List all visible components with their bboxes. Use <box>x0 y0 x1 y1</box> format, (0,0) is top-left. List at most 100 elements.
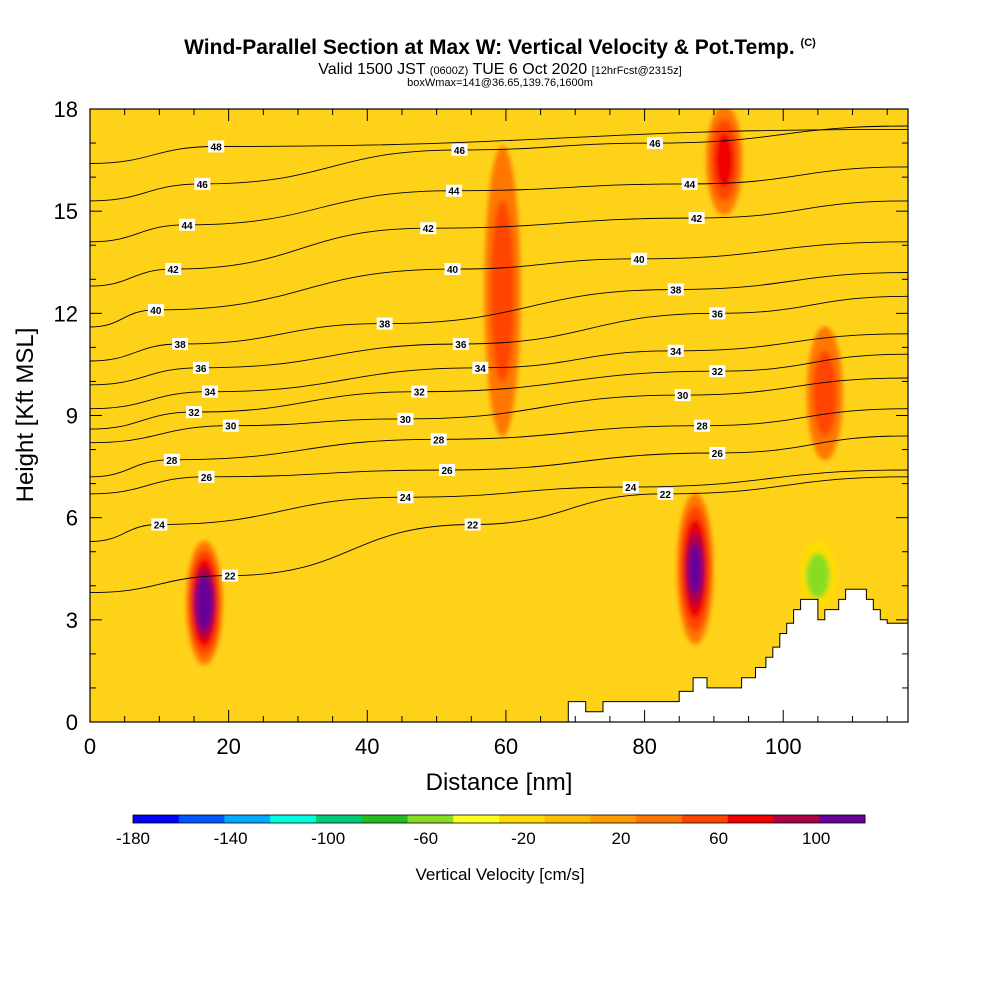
theta-label: 22 <box>224 572 236 583</box>
theta-label-bg <box>464 518 481 531</box>
theta-label: 32 <box>712 367 724 378</box>
theta-label-bg <box>179 218 196 231</box>
theta-label: 44 <box>448 187 460 198</box>
y-tick-label: 15 <box>54 199 78 224</box>
colorbar-swatch <box>407 815 454 823</box>
theta-label: 36 <box>195 364 207 375</box>
theta-label: 38 <box>379 320 391 331</box>
theta-label: 46 <box>197 180 209 191</box>
theta-contour-26 <box>90 435 908 495</box>
theta-label-bg <box>709 307 726 320</box>
x-tick-label: 100 <box>765 734 802 759</box>
theta-label: 30 <box>400 415 412 426</box>
theta-label: 38 <box>175 340 187 351</box>
theta-contour-labels: 48 46 44 42 40 38 36 34 32 30 28 26 24 22 46 44 42 40 38 36… <box>147 137 726 583</box>
colorbar-frame <box>132 814 866 824</box>
colorbar-swatch <box>499 815 546 823</box>
colorbar-swatch <box>773 815 820 823</box>
theta-label: 40 <box>150 306 162 317</box>
theta-label: 42 <box>168 265 180 276</box>
colorbar-label: 60 <box>709 829 728 848</box>
x-tick-label: 80 <box>632 734 656 759</box>
theta-label: 42 <box>423 224 435 235</box>
theta-label: 30 <box>677 391 689 402</box>
theta-label-bg <box>646 137 663 150</box>
velocity-cell-5-2 <box>806 552 830 599</box>
colorbar-swatch <box>682 815 729 823</box>
theta-label: 24 <box>400 493 412 504</box>
theta-label: 32 <box>188 408 200 419</box>
theta-label-bg <box>667 344 684 357</box>
theta-label: 32 <box>414 388 426 399</box>
colorbar-swatch <box>727 815 774 823</box>
theta-label-bg <box>709 446 726 459</box>
x-axis-title: Distance [nm] <box>426 769 573 796</box>
theta-label-bg <box>694 419 711 432</box>
subtitle-date: TUE 6 Oct 2020 <box>472 61 588 78</box>
theta-label: 40 <box>447 265 459 276</box>
theta-label: 34 <box>670 347 682 358</box>
theta-label: 44 <box>684 180 696 191</box>
colorbar: -180 -140 -100 -60 -20 20 60 100 <box>116 814 866 848</box>
theta-label: 22 <box>467 520 479 531</box>
theta-label-bg <box>452 337 469 350</box>
x-tick-label: 0 <box>84 734 96 759</box>
colorbar-label: -140 <box>214 829 248 848</box>
y-tick-label: 12 <box>54 301 78 326</box>
theta-label-bg <box>657 487 674 500</box>
theta-contour-36 <box>90 295 908 386</box>
chart-title-mark: (C) <box>800 37 816 49</box>
colorbar-label: 20 <box>612 829 631 848</box>
theta-label-bg <box>397 491 414 504</box>
y-tick-label: 6 <box>66 506 78 531</box>
velocity-cell-3-3 <box>715 133 734 187</box>
colorbar-swatch <box>178 815 225 823</box>
colorbar-swatch <box>819 815 866 823</box>
theta-label: 34 <box>475 364 487 375</box>
colorbar-title: Vertical Velocity [cm/s] <box>415 865 584 884</box>
colorbar-swatch <box>224 815 271 823</box>
colorbar-swatch <box>544 815 591 823</box>
theta-label-bg <box>376 317 393 330</box>
theta-label-bg <box>194 177 211 190</box>
colorbar-swatch <box>590 815 637 823</box>
velocity-cell-1-5 <box>688 544 702 594</box>
y-tick-label: 0 <box>66 710 78 735</box>
theta-label-bg <box>674 389 691 402</box>
theta-label: 46 <box>649 139 661 150</box>
theta-label: 22 <box>660 490 672 501</box>
theta-label-bg <box>420 222 437 235</box>
theta-label-bg <box>198 470 215 483</box>
theta-label-bg <box>411 385 428 398</box>
theta-label-bg <box>151 518 168 531</box>
theta-label-bg <box>185 406 202 419</box>
colorbar-swatch <box>133 815 180 823</box>
y-tick-label: 3 <box>66 608 78 633</box>
theta-label-bg <box>222 419 239 432</box>
colorbar-label: -20 <box>511 829 536 848</box>
theta-label-bg <box>208 140 225 153</box>
theta-label-bg <box>397 412 414 425</box>
chart-title-text: Wind-Parallel Section at Max W: Vertical… <box>184 36 795 59</box>
theta-label: 34 <box>204 388 216 399</box>
theta-label: 26 <box>712 449 724 460</box>
velocity-cell-0-6 <box>198 584 211 621</box>
subtitle-forecast: [12hrFcst@2315z] <box>591 65 682 77</box>
theta-label-bg <box>688 211 705 224</box>
theta-label-bg <box>439 463 456 476</box>
theta-contour-32 <box>90 353 908 430</box>
colorbar-swatch <box>361 815 408 823</box>
colorbar-swatch <box>453 815 500 823</box>
theta-label: 36 <box>455 340 467 351</box>
colorbar-label: -60 <box>414 829 439 848</box>
velocity-cell-4-2 <box>812 350 837 437</box>
theta-label: 26 <box>201 473 213 484</box>
chart-title: Wind-Parallel Section at Max W: Vertical… <box>0 36 1000 60</box>
theta-label: 24 <box>154 520 166 531</box>
colorbar-label: -180 <box>116 829 150 848</box>
subtitle-utc: (0600Z) <box>429 65 469 77</box>
theta-label: 42 <box>691 214 703 225</box>
theta-label-bg <box>681 177 698 190</box>
theta-label-bg <box>163 453 180 466</box>
